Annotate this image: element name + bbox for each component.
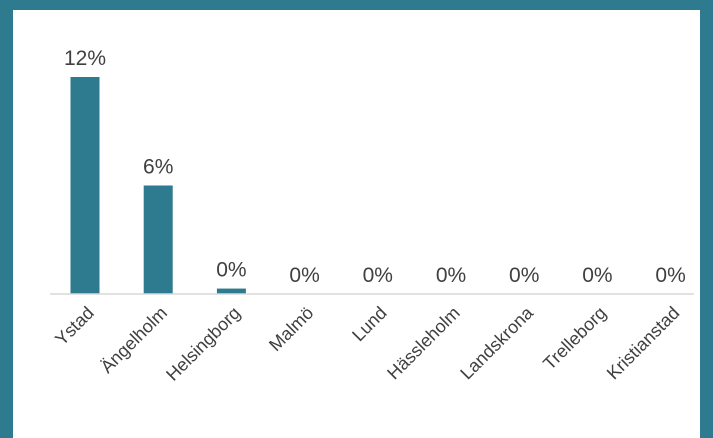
data-label-ystad: 12%	[64, 47, 106, 70]
tick-label-trelleborg: Trelleborg	[539, 303, 610, 374]
data-label-hassleholm: 0%	[436, 264, 466, 287]
chart-panel	[13, 10, 700, 438]
bar-angelholm	[143, 185, 173, 294]
data-label-helsingborg: 0%	[216, 259, 246, 282]
data-label-kristianstad: 0%	[655, 264, 685, 287]
tick-label-helsingborg: Helsingborg	[162, 303, 244, 385]
tick-label-malmo: Malmö	[265, 303, 317, 355]
tick-label-ystad: Ystad	[51, 303, 98, 350]
data-label-lund: 0%	[363, 264, 393, 287]
tick-label-hassleholm: Hässleholm	[383, 303, 464, 384]
data-label-angelholm: 6%	[143, 156, 173, 179]
data-label-landskrona: 0%	[509, 264, 539, 287]
data-label-trelleborg: 0%	[582, 264, 612, 287]
bar-ystad	[70, 77, 100, 294]
bar-helsingborg	[216, 288, 246, 294]
data-label-malmo: 0%	[289, 264, 319, 287]
tick-label-landskrona: Landskrona	[456, 302, 537, 383]
tick-label-lund: Lund	[348, 303, 390, 345]
tick-label-angelholm: Ängelholm	[97, 303, 171, 377]
data-labels-group: 12% 6% 0% 0% 0% 0% 0% 0% 0%	[64, 47, 686, 287]
tick-label-kristianstad: Kristianstad	[603, 303, 684, 384]
bars-group	[70, 77, 246, 294]
